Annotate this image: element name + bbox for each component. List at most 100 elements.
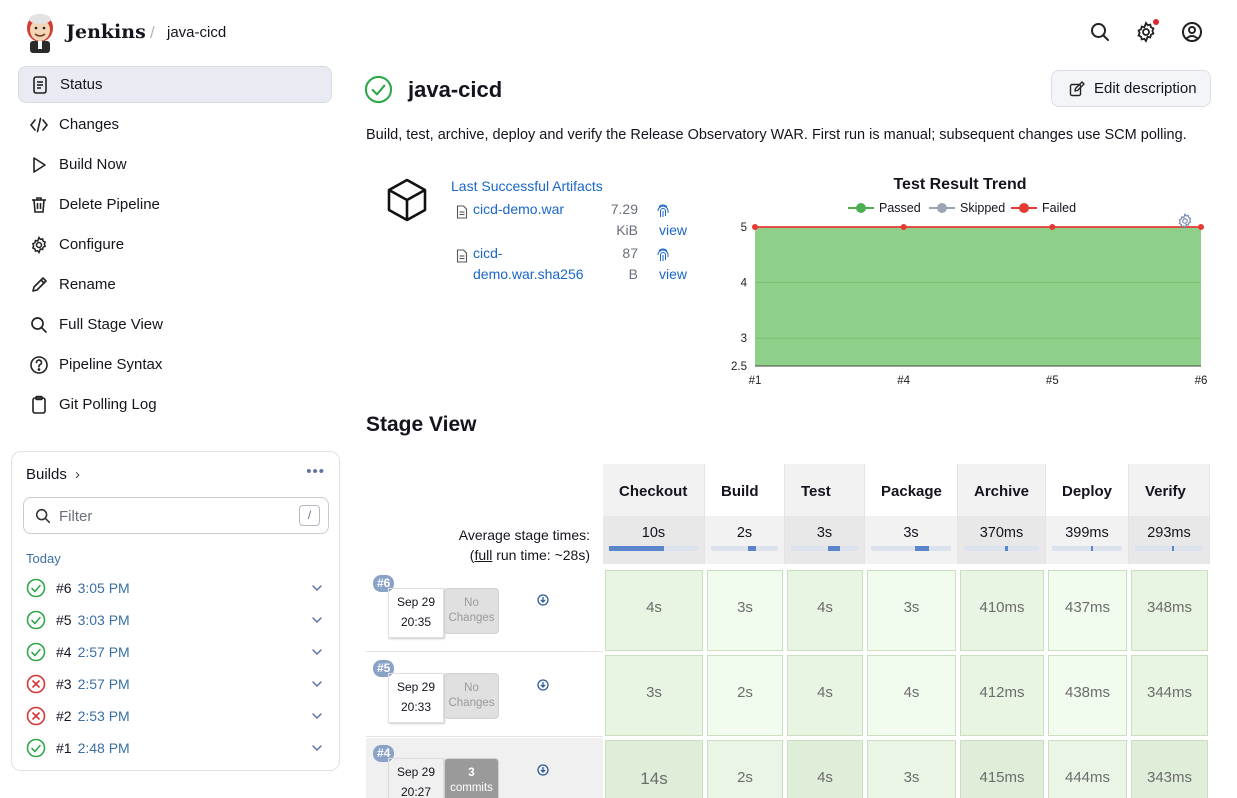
stage-cell[interactable]: 4s [605, 570, 703, 651]
stage-cell[interactable]: 444ms [1048, 740, 1127, 798]
account-icon[interactable] [1180, 20, 1204, 44]
more-options-icon[interactable]: ••• [306, 463, 325, 480]
stage-cell[interactable]: 344ms [1131, 655, 1208, 736]
gear-icon[interactable] [1134, 20, 1158, 44]
stage-cell[interactable]: 412ms [960, 655, 1044, 736]
stage-cell[interactable]: 415ms [960, 740, 1044, 798]
build-number[interactable]: #1 [56, 740, 72, 756]
nav-status[interactable]: Status [18, 66, 332, 103]
breadcrumb-job[interactable]: java-cicd [167, 24, 227, 41]
nav-full-stage-view[interactable]: Full Stage View [18, 306, 332, 343]
builds-panel: Builds › ••• Filter / Today #6 3:05 PM #5 3… [11, 451, 340, 771]
build-row[interactable]: #3 2:57 PM [26, 672, 326, 696]
full-run-time-link[interactable]: full [474, 547, 493, 563]
search-icon [31, 316, 47, 333]
stage-cell[interactable]: 348ms [1131, 570, 1208, 651]
stage-cell[interactable]: 410ms [960, 570, 1044, 651]
run-badge[interactable]: #6 [373, 575, 395, 592]
run-date: Sep 29 20:35 [388, 588, 444, 638]
build-row[interactable]: #5 3:03 PM [26, 608, 326, 632]
chevron-down-icon[interactable] [310, 741, 324, 755]
build-row[interactable]: #2 2:53 PM [26, 704, 326, 728]
artifacts-title[interactable]: Last Successful Artifacts [451, 178, 603, 194]
stage-cell[interactable]: 3s [707, 570, 783, 651]
run-badge[interactable]: #4 [373, 745, 395, 762]
stage-cell[interactable]: 343ms [1131, 740, 1208, 798]
run-badge[interactable]: #5 [373, 660, 395, 677]
artifact-link[interactable]: cicd-demo.war [473, 199, 564, 220]
legend-skipped[interactable]: Skipped [929, 201, 1005, 215]
nav-pipeline-syntax-label: Pipeline Syntax [59, 356, 163, 373]
brand-name[interactable]: Jenkins [66, 21, 146, 43]
chevron-down-icon[interactable] [310, 581, 324, 595]
stage-cell[interactable]: 14s [605, 740, 703, 798]
jenkins-logo[interactable] [24, 13, 56, 53]
builds-title[interactable]: Builds › [26, 466, 80, 483]
run-changes[interactable]: 3 commits [444, 758, 499, 798]
edit-description-button[interactable]: Edit description [1051, 70, 1211, 107]
build-number[interactable]: #3 [56, 676, 72, 692]
chevron-down-icon[interactable] [310, 709, 324, 723]
download-icon[interactable] [537, 594, 549, 606]
stage-cell[interactable]: 4s [787, 740, 863, 798]
artifact-view-link[interactable]: view [659, 266, 688, 282]
nav-changes[interactable]: Changes [18, 106, 332, 143]
chevron-down-icon[interactable] [310, 613, 324, 627]
search-icon[interactable] [1088, 20, 1112, 44]
build-row[interactable]: #1 2:48 PM [26, 736, 326, 760]
stage-average-time: 2s [705, 516, 785, 564]
fingerprint-icon[interactable] [656, 247, 670, 263]
nav-build-now[interactable]: Build Now [18, 146, 332, 183]
download-icon[interactable] [537, 764, 549, 776]
nav-configure-label: Configure [59, 236, 125, 253]
stage-cell[interactable]: 438ms [1048, 655, 1127, 736]
run-date: Sep 29 20:33 [388, 673, 444, 723]
stage-header: Package [865, 464, 958, 516]
stage-header: Build [705, 464, 785, 516]
stage-cell[interactable]: 3s [867, 740, 956, 798]
builds-group-today: Today [26, 551, 61, 566]
nav-delete-pipeline[interactable]: Delete Pipeline [18, 186, 332, 223]
chevron-down-icon[interactable] [310, 677, 324, 691]
chevron-down-icon[interactable] [310, 645, 324, 659]
stage-average-time: 399ms [1046, 516, 1129, 564]
stage-cell[interactable]: 2s [707, 655, 783, 736]
build-row[interactable]: #4 2:57 PM [26, 640, 326, 664]
artifact-view-link[interactable]: view [659, 222, 688, 238]
stage-cell[interactable]: 437ms [1048, 570, 1127, 651]
artifact-link[interactable]: cicd- demo.war.sha256 [473, 243, 584, 285]
stage-average-time: 3s [865, 516, 958, 564]
build-time: 2:57 PM [77, 676, 130, 692]
build-filter-input[interactable]: Filter / [23, 497, 329, 534]
chart-settings-gear-icon[interactable] [1176, 212, 1194, 230]
build-number[interactable]: #4 [56, 644, 72, 660]
nav-configure[interactable]: Configure [18, 226, 332, 263]
stage-cell[interactable]: 2s [707, 740, 783, 798]
download-icon[interactable] [537, 679, 549, 691]
legend-failed[interactable]: Failed [1011, 201, 1076, 215]
build-row[interactable]: #6 3:05 PM [26, 576, 326, 600]
stage-name: Deploy [1062, 483, 1113, 500]
stage-cell[interactable]: 3s [605, 655, 703, 736]
nav-git-polling-log[interactable]: Git Polling Log [18, 386, 332, 423]
code-icon [29, 117, 49, 132]
stage-cell[interactable]: 3s [867, 570, 956, 651]
stage-name: Build [721, 483, 759, 500]
chart-title: Test Result Trend [893, 176, 1027, 193]
stage-cell[interactable]: 4s [867, 655, 956, 736]
avg-label-line2: (full run time: ~28s) [426, 545, 590, 565]
nav-rename[interactable]: Rename [18, 266, 332, 303]
run-date-time: 20:33 [400, 700, 432, 714]
artifact-name-line1: cicd- [473, 245, 503, 261]
legend-passed[interactable]: Passed [848, 201, 921, 215]
x-tick-label: #1 [749, 375, 762, 387]
nav-pipeline-syntax[interactable]: Pipeline Syntax [18, 346, 332, 383]
avg-suffix: run time: ~28s) [492, 547, 590, 563]
build-number[interactable]: #2 [56, 708, 72, 724]
fingerprint-icon[interactable] [656, 203, 670, 219]
build-number[interactable]: #6 [56, 580, 72, 596]
stage-cell[interactable]: 4s [787, 655, 863, 736]
stage-average-value: 399ms [1065, 525, 1109, 541]
stage-cell[interactable]: 4s [787, 570, 863, 651]
build-number[interactable]: #5 [56, 612, 72, 628]
